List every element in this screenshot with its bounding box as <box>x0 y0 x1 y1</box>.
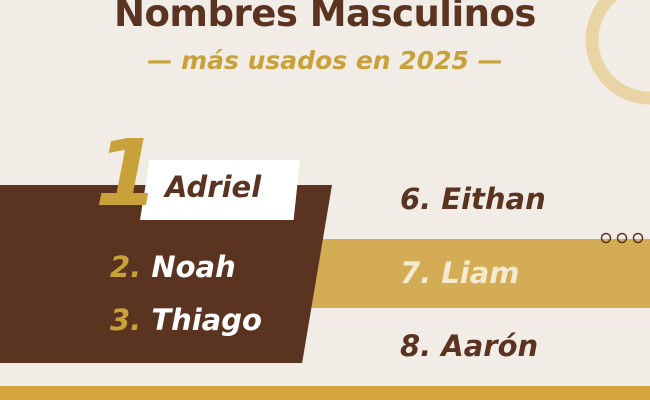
list-rank: 3. <box>110 303 142 337</box>
bottom-strip <box>0 386 650 400</box>
first-place-rank: 1 <box>95 120 160 227</box>
page-subtitle: — más usados en 2025 — <box>147 46 503 75</box>
list-item: 3. Thiago <box>110 303 262 337</box>
decorative-dots <box>600 232 644 244</box>
highlight-band <box>300 239 650 308</box>
first-place-name: Adriel <box>165 170 262 204</box>
first-place-label <box>140 160 300 220</box>
list-name: Thiago <box>151 303 262 337</box>
list-item: 2. Noah <box>110 250 236 284</box>
decorative-ring <box>585 0 650 105</box>
list-item: 7. Liam <box>400 256 520 290</box>
list-item: 6. Eithan <box>400 182 546 216</box>
page-title: Nombres Masculinos <box>114 0 536 35</box>
list-rank: 2. <box>110 250 142 284</box>
list-name: Noah <box>151 250 236 284</box>
list-item: 8. Aarón <box>400 329 539 363</box>
